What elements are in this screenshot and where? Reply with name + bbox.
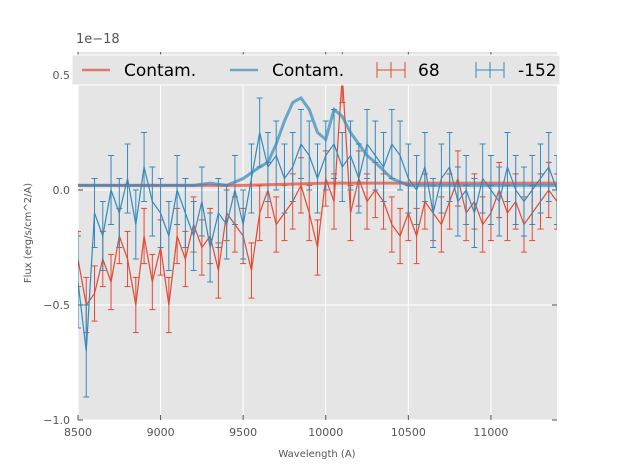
series-line-68 — [78, 74, 557, 307]
x-tick-label: 8500 — [64, 426, 92, 439]
axis-ticks: 8500 9000 9500 10000 10500 11000 −1.0 −0.5 0.0 0.… — [43, 52, 557, 439]
y-tick-label: −1.0 — [43, 414, 70, 427]
y-offset-label: 1e−18 — [76, 32, 120, 47]
series-line-152 — [78, 132, 557, 352]
x-axis-label: Wavelength (A) — [278, 449, 355, 460]
y-tick-label: 0.0 — [53, 184, 71, 197]
series-152 — [78, 97, 557, 398]
y-tick-label: −0.5 — [43, 299, 70, 312]
x-tick-label: 9000 — [147, 426, 175, 439]
contam-line-contam — [78, 96, 557, 187]
legend-label-contam-red: Contam. — [124, 61, 196, 81]
legend-label-152: -152 — [518, 61, 557, 81]
x-tick-label: 9500 — [229, 426, 257, 439]
x-tick-label: 10000 — [308, 426, 343, 439]
legend-swatch-68 — [376, 62, 406, 78]
series-contam — [78, 96, 557, 187]
x-tick-label: 10500 — [391, 426, 426, 439]
series-layer — [78, 52, 557, 398]
y-tick-label: 0.5 — [53, 69, 71, 82]
legend-swatch-152 — [475, 62, 505, 78]
legend-label-68: 68 — [418, 61, 440, 81]
y-axis-label: Flux (erg/s/cm^2/A) — [23, 183, 34, 283]
legend-label-contam-blue: Contam. — [272, 61, 344, 81]
x-tick-label: 11000 — [473, 426, 508, 439]
legend: Contam. Contam. 68 -152 — [71, 54, 561, 86]
